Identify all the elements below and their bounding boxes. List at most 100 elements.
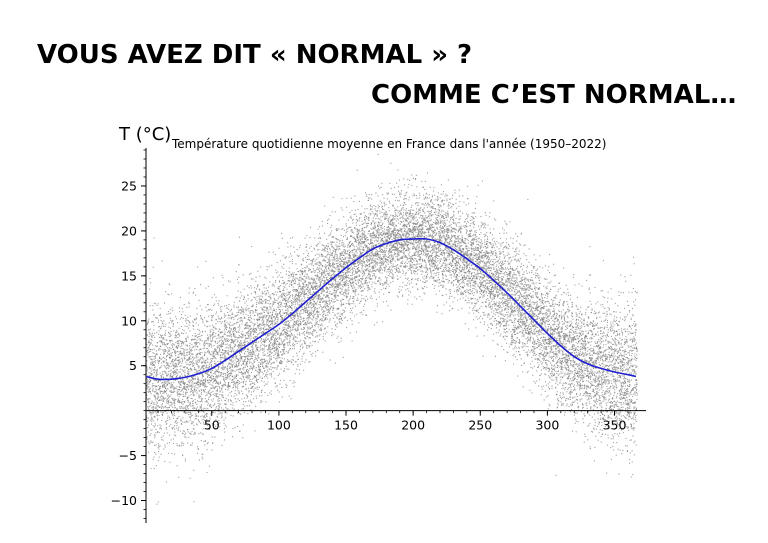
scatter-point: [250, 328, 252, 330]
scatter-point: [199, 351, 201, 353]
scatter-point: [295, 322, 297, 324]
scatter-point: [255, 311, 257, 313]
scatter-point: [238, 276, 240, 278]
scatter-point: [253, 325, 255, 327]
scatter-point: [160, 428, 162, 430]
scatter-point: [306, 265, 308, 267]
scatter-point: [256, 380, 258, 382]
scatter-point: [155, 399, 157, 401]
scatter-point: [148, 356, 150, 358]
scatter-point: [182, 388, 184, 390]
scatter-point: [227, 371, 229, 373]
scatter-point: [305, 293, 307, 295]
scatter-point: [171, 352, 173, 354]
scatter-point: [200, 407, 202, 409]
scatter-point: [302, 291, 304, 293]
scatter-point: [152, 369, 154, 371]
scatter-point: [241, 363, 243, 365]
scatter-point: [155, 345, 157, 347]
scatter-point: [230, 328, 232, 330]
scatter-point: [164, 460, 166, 462]
scatter-point: [279, 309, 281, 311]
scatter-point: [229, 362, 231, 364]
scatter-point: [237, 340, 239, 342]
scatter-point: [282, 289, 284, 291]
scatter-point: [175, 388, 177, 390]
scatter-point: [216, 342, 218, 344]
scatter-point: [252, 322, 254, 324]
scatter-point: [242, 424, 244, 426]
scatter-point: [262, 306, 264, 308]
scatter-point: [202, 348, 204, 350]
scatter-point: [298, 316, 300, 318]
scatter-point: [248, 325, 250, 327]
scatter-point: [241, 358, 243, 360]
scatter-point: [189, 391, 191, 393]
scatter-point: [276, 358, 278, 360]
scatter-point: [289, 261, 291, 263]
scatter-point: [287, 327, 289, 329]
scatter-point: [151, 386, 153, 388]
scatter-point: [291, 280, 293, 282]
scatter-point: [285, 297, 287, 299]
scatter-point: [302, 283, 304, 285]
scatter-point: [161, 325, 163, 327]
scatter-point: [206, 373, 208, 375]
scatter-point: [252, 328, 254, 330]
scatter-point: [312, 259, 314, 261]
scatter-point: [222, 340, 224, 342]
scatter-point: [215, 318, 217, 320]
scatter-point: [292, 356, 294, 358]
scatter-point: [206, 340, 208, 342]
scatter-point: [160, 341, 162, 343]
scatter-point: [265, 360, 267, 362]
scatter-point: [283, 290, 285, 292]
scatter-point: [229, 317, 231, 319]
scatter-point: [227, 323, 229, 325]
scatter-point: [298, 299, 300, 301]
scatter-point: [272, 283, 274, 285]
scatter-point: [221, 310, 223, 312]
scatter-point: [272, 293, 274, 295]
scatter-point: [208, 374, 210, 376]
scatter-point: [214, 303, 216, 305]
scatter-point: [197, 372, 199, 374]
scatter-point: [201, 384, 203, 386]
scatter-point: [281, 237, 283, 239]
scatter-point: [309, 314, 311, 316]
scatter-point: [149, 419, 151, 421]
scatter-point: [213, 350, 215, 352]
scatter-point: [287, 291, 289, 293]
scatter-point: [261, 303, 263, 305]
scatter-point: [228, 358, 230, 360]
scatter-point: [196, 348, 198, 350]
scatter-point: [244, 324, 246, 326]
scatter-point: [146, 437, 148, 439]
scatter-point: [277, 365, 279, 367]
scatter-point: [155, 397, 157, 399]
scatter-point: [259, 329, 261, 331]
scatter-point: [164, 387, 166, 389]
scatter-point: [193, 339, 195, 341]
scatter-point: [146, 324, 148, 326]
scatter-point: [246, 358, 248, 360]
scatter-point: [177, 417, 179, 419]
scatter-point: [168, 322, 170, 324]
scatter-point: [244, 317, 246, 319]
scatter-point: [231, 350, 233, 352]
scatter-point: [184, 372, 186, 374]
scatter-point: [299, 351, 301, 353]
scatter-point: [256, 379, 258, 381]
scatter-point: [292, 345, 294, 347]
scatter-point: [232, 376, 234, 378]
scatter-point: [161, 336, 163, 338]
scatter-point: [195, 343, 197, 345]
scatter-point: [285, 386, 287, 388]
scatter-point: [155, 385, 157, 387]
scatter-point: [255, 293, 257, 295]
scatter-point: [236, 355, 238, 357]
scatter-point: [293, 314, 295, 316]
scatter-point: [280, 304, 282, 306]
scatter-point: [279, 335, 281, 337]
scatter-point: [305, 359, 307, 361]
